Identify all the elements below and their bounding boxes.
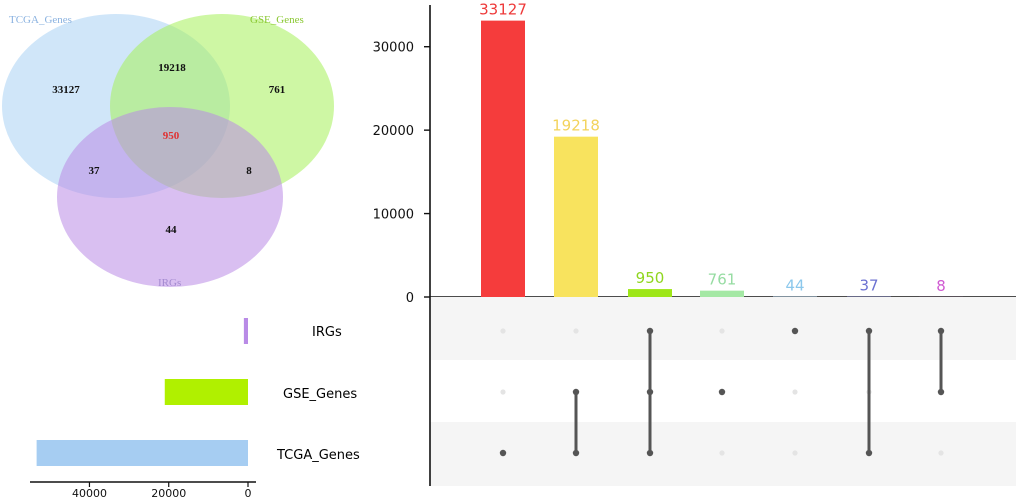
venn-circle-irgs	[57, 107, 283, 287]
y-tick-label: 20000	[373, 124, 414, 139]
matrix-dot-empty	[792, 389, 798, 395]
venn-region-gse-only: 761	[269, 84, 286, 96]
intersection-bar	[700, 290, 744, 297]
matrix-dot-filled	[791, 327, 799, 335]
matrix-dot-filled	[646, 327, 654, 335]
set-size-bars	[36, 318, 249, 466]
intersection-bar-label: 8	[936, 277, 946, 295]
intersection-bar-label: 19218	[552, 117, 600, 135]
matrix-dot-empty	[500, 389, 506, 395]
intersection-bar-label: 761	[708, 271, 737, 289]
venn-diagram: TCGA_Genes GSE_Genes IRGs 33127 19218 76…	[2, 14, 334, 289]
matrix-row-bg-irgs	[430, 297, 1016, 360]
set-size-tick-label: 40000	[72, 487, 107, 500]
venn-label-tcga: TCGA_Genes	[9, 14, 72, 26]
matrix-dot-filled	[937, 327, 945, 335]
y-tick-label: 10000	[373, 208, 414, 223]
set-size-chart: 40000 20000 0	[30, 318, 256, 500]
venn-region-gse-irgs: 8	[246, 165, 252, 177]
intersection-bar-label: 950	[636, 269, 665, 287]
set-size-tick-label: 0	[245, 487, 252, 500]
matrix-dot-filled	[646, 449, 654, 457]
matrix-dot-empty	[938, 450, 944, 456]
y-tick-label: 30000	[373, 41, 414, 56]
matrix-dot-empty	[792, 450, 798, 456]
matrix-dot-filled	[572, 388, 580, 396]
set-label-gse: GSE_Genes	[283, 387, 357, 402]
venn-label-irgs: IRGs	[158, 277, 181, 289]
set-size-bar	[243, 318, 248, 344]
matrix-dot-filled	[572, 449, 580, 457]
venn-region-irgs-only: 44	[166, 224, 178, 236]
intersection-bar-label: 44	[785, 277, 804, 295]
matrix-dot-filled	[718, 388, 726, 396]
y-tick-label: 0	[406, 291, 414, 306]
matrix-dot-empty	[719, 450, 725, 456]
intersection-bar-labels: 33127 19218 950 761 44 37 8	[479, 1, 946, 295]
venn-label-gse: GSE_Genes	[250, 14, 304, 26]
intersection-bar-label: 37	[859, 277, 878, 295]
set-size-bar	[164, 379, 248, 405]
intersection-bar	[554, 136, 598, 297]
venn-region-all-three: 950	[163, 130, 180, 142]
matrix-dot-filled	[646, 388, 654, 396]
matrix-dot-filled	[499, 449, 507, 457]
intersection-bars	[481, 20, 963, 298]
set-label-irgs: IRGs	[312, 325, 342, 340]
matrix-dot-empty	[500, 328, 506, 334]
venn-region-tcga-only: 33127	[52, 84, 80, 96]
matrix-dot-empty	[573, 328, 579, 334]
matrix-dot-filled	[937, 388, 945, 396]
set-size-tick-label: 20000	[151, 487, 186, 500]
y-axis-ticks: 0 10000 20000 30000	[373, 41, 430, 306]
intersection-bar-label: 33127	[479, 1, 527, 19]
venn-region-tcga-irgs: 37	[89, 165, 101, 177]
set-size-ticks: 40000 20000 0	[72, 482, 252, 500]
matrix-dots	[499, 327, 945, 457]
matrix-dot-filled	[865, 327, 873, 335]
intersection-matrix	[429, 297, 1016, 486]
venn-region-tcga-gse: 19218	[158, 62, 186, 74]
set-size-bar	[36, 440, 249, 466]
set-label-tcga: TCGA_Genes	[276, 448, 360, 463]
matrix-dot-filled	[865, 449, 873, 457]
intersection-bar	[481, 20, 525, 298]
matrix-dot-empty	[719, 328, 725, 334]
intersection-bar-chart: 0 10000 20000 30000 33127 19218 950 761 44 37 8	[373, 1, 1016, 306]
intersection-bar	[628, 289, 672, 297]
